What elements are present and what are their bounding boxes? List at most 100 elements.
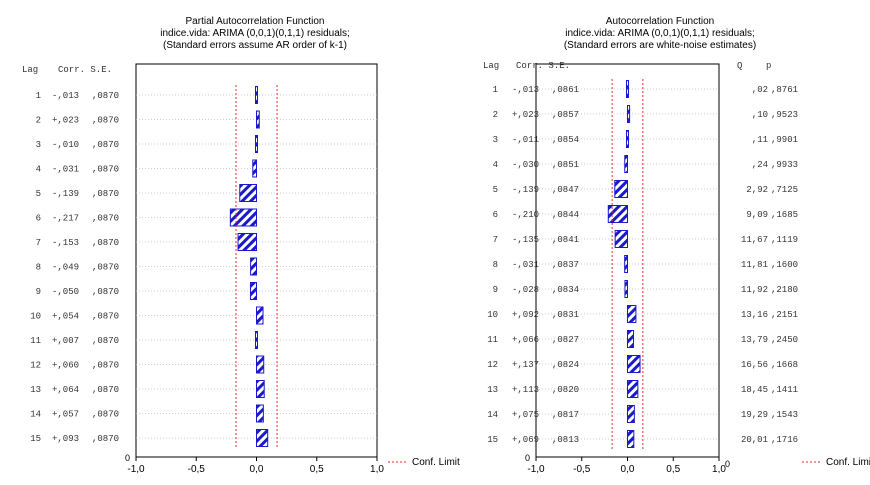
acf-q-label: 16,56 [741, 360, 768, 370]
acf-bar [624, 280, 628, 298]
acf-x-tick-label: 0,5 [666, 464, 680, 475]
acf-bar [624, 155, 629, 173]
acf-lag-label: 9 [493, 285, 498, 295]
acf-p-label: ,1119 [771, 235, 798, 245]
acf-q-label: 19,29 [741, 410, 768, 420]
acf-q-label: ,11 [752, 135, 768, 145]
pacf-se-label: ,0870 [92, 165, 119, 175]
acf-lag-label: 1 [493, 85, 498, 95]
pacf-corr-label: -,050 [52, 287, 79, 297]
acf-x-tick-label: 0,0 [621, 464, 635, 475]
acf-corr-label: +,092 [512, 310, 539, 320]
pacf-bar [256, 404, 264, 423]
acf-se-label: ,0813 [552, 435, 579, 445]
acf-p-label: ,1411 [771, 385, 798, 395]
pacf-se-label: ,0870 [92, 189, 119, 199]
acf-bar [627, 105, 631, 123]
acf-bar [607, 205, 628, 223]
pacf-bar [255, 331, 258, 349]
acf-lag-label: 7 [493, 235, 498, 245]
acf-lag-label: 5 [493, 185, 498, 195]
acf-corr-label: -,139 [512, 185, 539, 195]
acf-se-label: ,0837 [552, 260, 579, 270]
acf-lag-label: 4 [493, 160, 498, 170]
acf-se-label: ,0854 [552, 135, 579, 145]
pacf-se-label: ,0870 [92, 214, 119, 224]
acf-corr-label: +,137 [512, 360, 539, 370]
acf-bar [626, 80, 629, 98]
pacf-corr-label: +,057 [52, 410, 79, 420]
acf-lag-label: 12 [487, 360, 498, 370]
acf-corr-label: -,210 [512, 210, 539, 220]
acf-q-label: 20,01 [741, 435, 768, 445]
acf-x-tick-label: -1,0 [527, 464, 545, 475]
acf-se-label: ,0820 [552, 385, 579, 395]
acf-subtitle-line: indice.vida: ARIMA (0,0,1)(0,1,1) residu… [565, 28, 755, 39]
pacf-corr-label: +,023 [52, 116, 79, 126]
acf-q-label: 9,09 [746, 210, 768, 220]
pacf-x-tick-label: 0,5 [310, 464, 324, 475]
acf-y-right-zero-label: 0 [725, 459, 730, 469]
acf-corr-label: +,069 [512, 435, 539, 445]
pacf-title-line: Partial Autocorrelation Function [185, 16, 325, 27]
pacf-lag-label: 14 [30, 410, 41, 420]
pacf-corr-label: -,031 [52, 165, 79, 175]
pacf-corr-label: -,013 [52, 91, 79, 101]
acf-corr-label: -,013 [512, 85, 539, 95]
acf-bar [627, 405, 635, 423]
acf-se-label: ,0844 [552, 210, 579, 220]
acf-se-label: ,0847 [552, 185, 579, 195]
acf-col-header-p: p [766, 61, 771, 71]
pacf-lag-label: 8 [36, 263, 41, 273]
acf-se-label: ,0841 [552, 235, 579, 245]
pacf-lag-label: 9 [36, 287, 41, 297]
acf-corr-label: -,135 [512, 235, 539, 245]
acf-q-label: ,02 [752, 85, 768, 95]
acf-p-label: ,9901 [771, 135, 798, 145]
acf-col-header-corr: Corr. S.E. [516, 61, 570, 71]
acf-q-label: 13,16 [741, 310, 768, 320]
acf-p-label: ,1600 [771, 260, 798, 270]
acf-lag-label: 14 [487, 410, 498, 420]
pacf-corr-label: -,139 [52, 189, 79, 199]
acf-se-label: ,0851 [552, 160, 579, 170]
acf-bar [627, 430, 635, 448]
acf-bar [626, 130, 629, 148]
pacf-lag-label: 13 [30, 385, 41, 395]
pacf-lag-label: 4 [36, 165, 41, 175]
pacf-lag-label: 1 [36, 91, 41, 101]
acf-q-label: 11,81 [741, 260, 768, 270]
acf-se-label: ,0817 [552, 410, 579, 420]
acf-lag-label: 8 [493, 260, 498, 270]
acf-p-label: ,9523 [771, 110, 798, 120]
pacf-title: Partial Autocorrelation Function indice.… [75, 16, 435, 52]
pacf-bar [237, 233, 258, 251]
acf-q-label: 18,45 [741, 385, 768, 395]
acf-lag-label: 10 [487, 310, 498, 320]
pacf-corr-label: +,007 [52, 336, 79, 346]
acf-bar [627, 355, 641, 373]
acf-corr-label: -,031 [512, 260, 539, 270]
pacf-bar [256, 380, 265, 398]
pacf-corr-label: +,093 [52, 434, 79, 444]
pacf-se-label: ,0870 [92, 312, 119, 322]
acf-lag-label: 2 [493, 110, 498, 120]
acf-p-label: ,2180 [771, 285, 798, 295]
acf-se-label: ,0861 [552, 85, 579, 95]
pacf-lag-label: 5 [36, 189, 41, 199]
pacf-bar [239, 184, 258, 202]
acf-bar [624, 255, 629, 273]
acf-corr-label: -,028 [512, 285, 539, 295]
pacf-y-zero-label: 0 [125, 453, 130, 463]
pacf-corr-label: +,054 [52, 312, 79, 322]
acf-col-header-q: Q [737, 61, 742, 71]
pacf-x-tick-label: -0,5 [188, 464, 206, 475]
acf-lag-label: 13 [487, 385, 498, 395]
acf-bar [627, 330, 635, 348]
acf-x-tick-label: 1,0 [712, 464, 726, 475]
acf-bar [614, 230, 629, 248]
acf-q-label: 11,92 [741, 285, 768, 295]
pacf-corr-label: +,060 [52, 361, 79, 371]
acf-bar [614, 180, 628, 198]
